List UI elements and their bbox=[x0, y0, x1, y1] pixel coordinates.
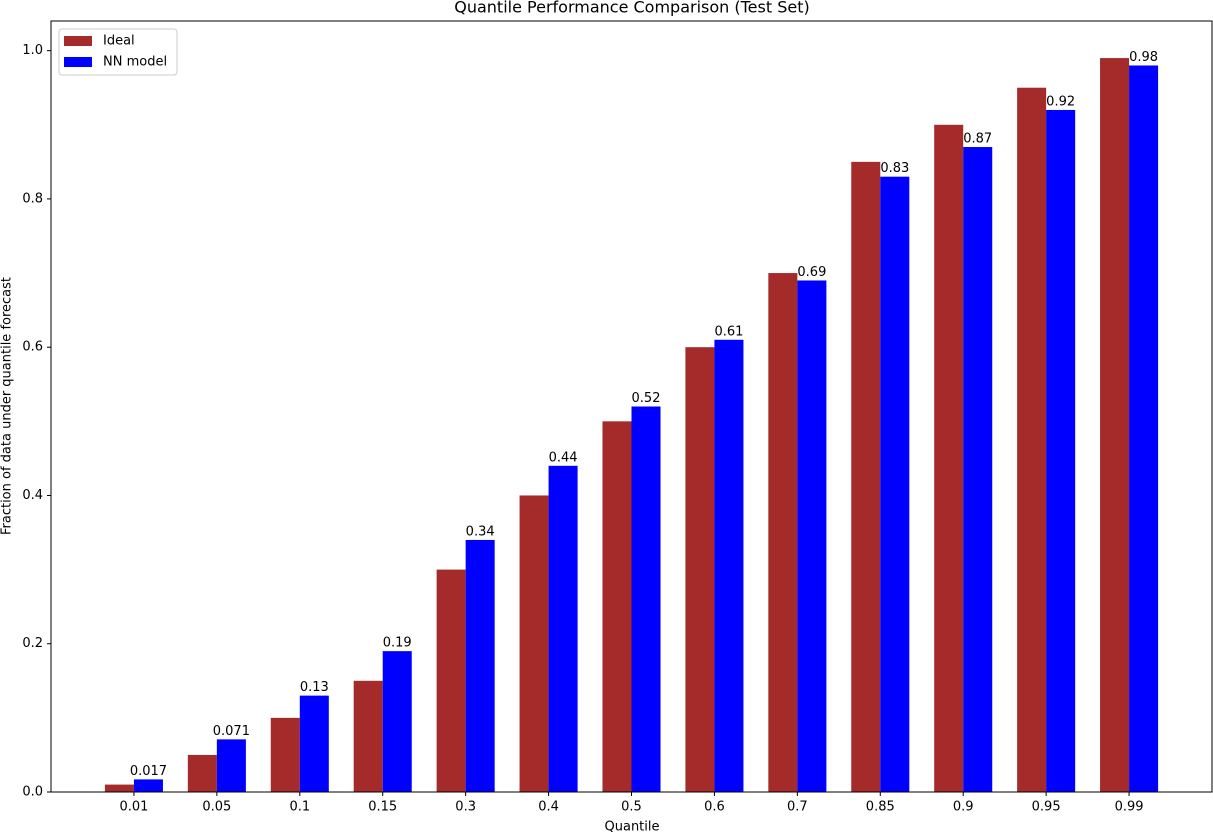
bar bbox=[382, 651, 412, 792]
bar bbox=[631, 406, 661, 792]
y-tick-label: 0.8 bbox=[22, 191, 43, 206]
bar bbox=[1100, 58, 1130, 792]
x-tick-label: 0.7 bbox=[787, 800, 808, 815]
y-tick-label: 0.0 bbox=[22, 785, 43, 800]
data-label: 0.017 bbox=[130, 764, 167, 779]
data-label: 0.13 bbox=[300, 680, 329, 695]
bar bbox=[353, 680, 383, 792]
x-axis-label: Quantile bbox=[605, 820, 660, 835]
y-tick-label: 0.2 bbox=[22, 636, 43, 651]
data-label: 0.83 bbox=[880, 161, 909, 176]
bar bbox=[465, 539, 495, 792]
y-tick-label: 0.4 bbox=[22, 488, 43, 503]
legend-label: Ideal bbox=[103, 34, 135, 49]
bar bbox=[1017, 87, 1047, 793]
x-tick-label: 0.9 bbox=[953, 800, 974, 815]
x-tick-label: 0.01 bbox=[119, 800, 148, 815]
legend-swatch bbox=[64, 57, 92, 67]
bar bbox=[270, 717, 300, 792]
bar bbox=[216, 739, 246, 792]
data-label: 0.19 bbox=[383, 636, 412, 651]
x-tick-label: 0.1 bbox=[289, 800, 310, 815]
bar bbox=[436, 569, 466, 792]
bar bbox=[934, 124, 964, 793]
bar bbox=[548, 465, 578, 792]
bar bbox=[880, 176, 910, 793]
x-tick-label: 0.4 bbox=[538, 800, 559, 815]
y-axis-label: Fraction of data under quantile forecast bbox=[0, 277, 15, 535]
data-label: 0.52 bbox=[632, 391, 661, 406]
data-label: 0.98 bbox=[1129, 50, 1158, 65]
data-label: 0.34 bbox=[466, 524, 495, 539]
bar bbox=[602, 421, 632, 792]
x-tick-label: 0.5 bbox=[621, 800, 642, 815]
legend-label: NN model bbox=[103, 55, 167, 70]
bar bbox=[714, 339, 744, 792]
x-tick-label: 0.05 bbox=[202, 800, 231, 815]
bar bbox=[299, 695, 329, 792]
x-tick-label: 0.95 bbox=[1032, 800, 1061, 815]
bar bbox=[187, 754, 217, 792]
plot-frame bbox=[50, 20, 1213, 793]
data-label: 0.92 bbox=[1046, 94, 1075, 109]
data-label: 0.69 bbox=[797, 265, 826, 280]
bar bbox=[104, 784, 134, 792]
chart-title: Quantile Performance Comparison (Test Se… bbox=[454, 0, 809, 17]
x-tick-label: 0.99 bbox=[1115, 800, 1144, 815]
bar bbox=[133, 779, 163, 792]
bar bbox=[685, 347, 715, 792]
bar bbox=[1046, 109, 1076, 792]
legend-swatch bbox=[64, 36, 92, 46]
x-tick-label: 0.3 bbox=[455, 800, 476, 815]
data-label: 0.071 bbox=[213, 724, 250, 739]
y-tick-label: 1.0 bbox=[22, 43, 43, 58]
bar bbox=[963, 147, 993, 793]
bar bbox=[851, 161, 881, 792]
data-label: 0.87 bbox=[963, 132, 992, 147]
bar bbox=[519, 495, 549, 792]
bar bbox=[768, 273, 798, 792]
bar bbox=[1129, 65, 1159, 792]
data-label: 0.44 bbox=[549, 450, 578, 465]
x-tick-label: 0.85 bbox=[866, 800, 895, 815]
bar bbox=[797, 280, 827, 792]
data-label: 0.61 bbox=[714, 324, 743, 339]
y-tick-label: 0.6 bbox=[22, 340, 43, 355]
x-tick-label: 0.6 bbox=[704, 800, 725, 815]
x-tick-label: 0.15 bbox=[368, 800, 397, 815]
